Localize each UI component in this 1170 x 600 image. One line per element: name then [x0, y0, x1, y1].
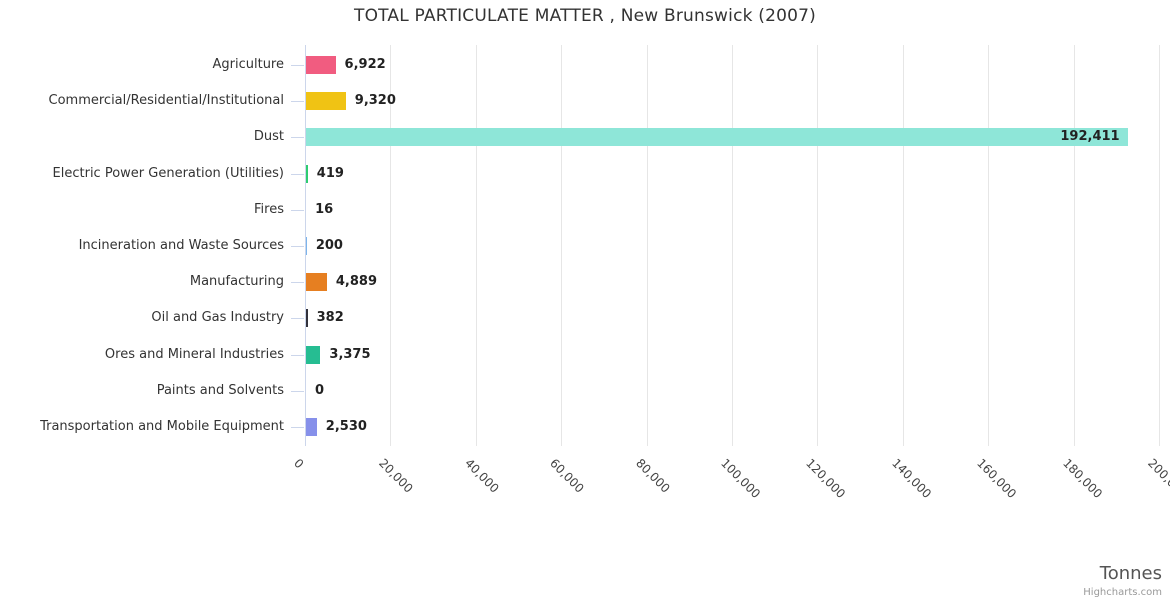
- x-axis-tick-label: 40,000: [461, 456, 502, 496]
- highcharts-credit-link[interactable]: Highcharts.com: [1083, 587, 1162, 598]
- category-label: Paints and Solvents: [156, 382, 284, 398]
- category-label: Agriculture: [212, 57, 285, 73]
- bar[interactable]: [306, 309, 308, 328]
- x-axis-tick-label: 180,000: [1059, 456, 1105, 501]
- bar[interactable]: [306, 273, 327, 292]
- grid-line: [988, 45, 990, 446]
- value-label: 3,375: [329, 346, 371, 362]
- bar[interactable]: [306, 345, 321, 364]
- grid-line: [390, 45, 392, 446]
- bar[interactable]: [306, 237, 307, 255]
- value-label: 16: [315, 201, 334, 217]
- y-axis-tick: [291, 390, 304, 392]
- y-axis-tick: [291, 65, 304, 67]
- grid-line: [817, 45, 819, 446]
- grid-line: [475, 45, 477, 446]
- grid-line: [561, 45, 563, 446]
- bar[interactable]: [306, 128, 1128, 147]
- value-label: 0: [315, 382, 325, 398]
- grid-line: [732, 45, 733, 446]
- grid-line: [1073, 45, 1075, 446]
- x-axis-tick-label: 140,000: [888, 456, 934, 501]
- category-label: Ores and Mineral Industries: [104, 346, 284, 362]
- category-label: Oil and Gas Industry: [151, 310, 284, 326]
- bar[interactable]: [306, 164, 308, 183]
- x-axis-tick-label: 0: [291, 456, 307, 472]
- x-axis-tick-label: 120,000: [803, 456, 849, 501]
- grid-line: [646, 45, 648, 446]
- grid-line: [902, 45, 904, 446]
- category-label: Incineration and Waste Sources: [78, 238, 284, 253]
- category-label: Dust: [253, 129, 284, 145]
- category-label: Manufacturing: [189, 274, 284, 290]
- category-label: Transportation and Mobile Equipment: [40, 418, 284, 434]
- x-axis-tick-label: 200,000: [1145, 456, 1170, 501]
- value-label: 4,889: [335, 274, 377, 290]
- value-label: 382: [316, 310, 344, 326]
- x-axis-title: Tonnes: [1099, 563, 1162, 584]
- grid-line: [1159, 45, 1160, 446]
- x-axis-tick-label: 60,000: [547, 456, 587, 496]
- y-axis-tick: [291, 318, 304, 320]
- bar[interactable]: [306, 417, 317, 436]
- x-axis-tick-label: 100,000: [718, 456, 764, 501]
- y-axis-tick: [291, 282, 304, 284]
- value-label: 9,320: [354, 93, 396, 109]
- x-axis-tick-label: 20,000: [376, 456, 417, 496]
- value-label: 419: [316, 165, 344, 181]
- value-label: 192,411: [1060, 129, 1120, 145]
- x-axis-tick-label: 80,000: [632, 456, 673, 496]
- y-axis-tick: [291, 354, 304, 356]
- value-label: 200: [315, 238, 343, 253]
- y-axis-tick: [291, 173, 304, 175]
- category-label: Electric Power Generation (Utilities): [52, 165, 284, 181]
- category-label: Fires: [254, 201, 284, 217]
- y-axis-line: [305, 45, 306, 446]
- y-axis-tick: [291, 137, 304, 139]
- y-axis-tick: [291, 101, 304, 103]
- chart-title: TOTAL PARTICULATE MATTER , New Brunswick…: [353, 6, 817, 26]
- bar[interactable]: [306, 92, 346, 111]
- x-axis-tick-label: 160,000: [974, 456, 1020, 501]
- y-axis-tick: [291, 209, 304, 211]
- y-axis-tick: [291, 246, 304, 247]
- bar[interactable]: [306, 56, 336, 75]
- value-label: 6,922: [344, 57, 386, 73]
- value-label: 2,530: [325, 418, 367, 434]
- category-label: Commercial/Residential/Institutional: [48, 93, 285, 109]
- y-axis-tick: [291, 426, 304, 428]
